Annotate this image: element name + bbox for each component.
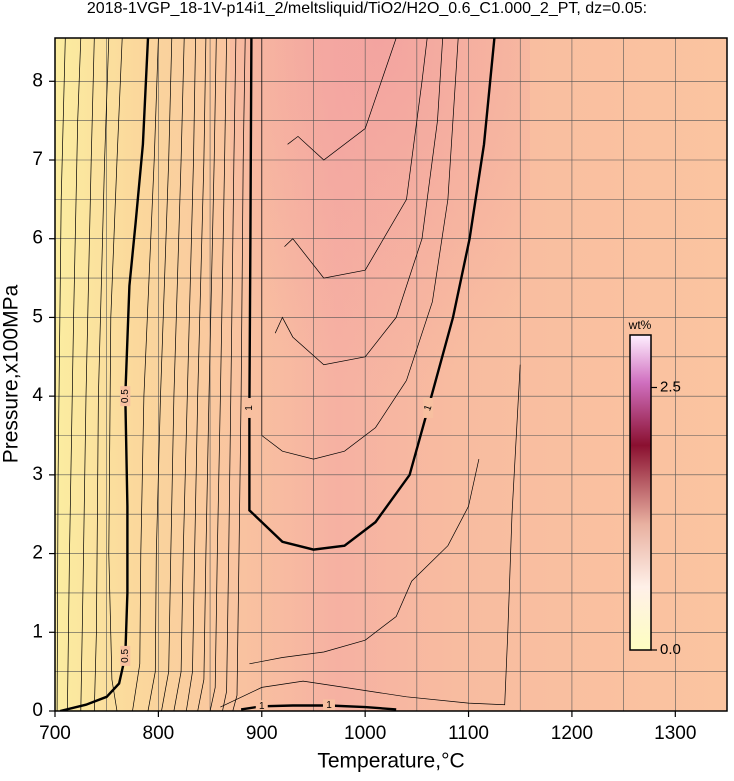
x-tick-label: 700 [39, 723, 71, 744]
contour-line-bold [248, 38, 496, 551]
contour-label: 1 [244, 405, 255, 411]
colorbar-tick-label: 2.5 [660, 378, 681, 395]
plot-frame [54, 37, 728, 712]
contour-line [222, 38, 237, 711]
contour-line [209, 38, 227, 711]
y-axis-label: Pressure,x100MPa [0, 284, 23, 463]
contour-label-bg [120, 386, 131, 407]
y-tick-label: 3 [32, 464, 43, 485]
contour-line [287, 38, 397, 161]
plot-shading [230, 38, 530, 538]
x-tick-label: 1200 [551, 723, 593, 744]
x-tick-label: 900 [246, 723, 278, 744]
contours: 0.5 0.5 1 1 1 1 [56, 38, 521, 712]
contour-line [161, 38, 185, 711]
colorbar-tick-label: 0.0 [660, 641, 681, 658]
y-tick-label: 5 [32, 306, 43, 327]
contour-line [93, 38, 110, 711]
contour-label-bg [255, 700, 268, 711]
contour-line [132, 38, 159, 711]
contour-line [261, 38, 459, 460]
contour-label: 1 [422, 403, 434, 412]
y-tick-label: 6 [32, 228, 43, 249]
y-tick-label: 2 [32, 543, 43, 564]
contour-line [147, 38, 173, 711]
contour-line [220, 364, 521, 708]
y-tick-label: 0 [32, 700, 43, 721]
x-tick-label: 1000 [344, 723, 386, 744]
grid [55, 38, 727, 711]
colorbar-scale [629, 334, 652, 651]
contour-line [67, 38, 82, 711]
y-tick-label: 4 [32, 385, 43, 406]
x-axis-label: Temperature,°C [317, 750, 464, 773]
contour-line [232, 38, 246, 711]
contour-line [108, 38, 123, 711]
contour-line [173, 38, 196, 711]
contour-label: 0.5 [120, 649, 131, 663]
contour-line-bold [59, 38, 150, 711]
contour-line [284, 38, 428, 279]
colorbar: wt% 0.0 2.5 [628, 318, 681, 658]
contour-line [80, 38, 95, 711]
contour-label: 1 [259, 701, 265, 712]
contour-label-bg [322, 699, 335, 711]
contour-label: 1 [326, 700, 332, 711]
contour-label-bg [423, 397, 434, 418]
contour-line [274, 38, 444, 366]
colorbar-label: wt% [628, 318, 652, 332]
contour-label: 0.5 [120, 389, 131, 403]
x-tick-label: 800 [143, 723, 175, 744]
contour-line [249, 459, 480, 665]
chart-title: 2018-1VGP_18-1V-p14i1_2/meltsliquid/TiO2… [87, 0, 647, 17]
contour-label-bg [244, 397, 255, 418]
x-tick-label: 1300 [654, 723, 696, 744]
y-tick-label: 1 [32, 621, 43, 642]
x-tick-label: 1100 [448, 723, 489, 744]
contour-label-bg [120, 645, 131, 666]
contour-line [197, 38, 217, 711]
contour-line [56, 38, 66, 711]
contour-line [185, 38, 207, 711]
y-tick-label: 7 [32, 149, 43, 170]
y-tick-label: 8 [32, 70, 43, 91]
